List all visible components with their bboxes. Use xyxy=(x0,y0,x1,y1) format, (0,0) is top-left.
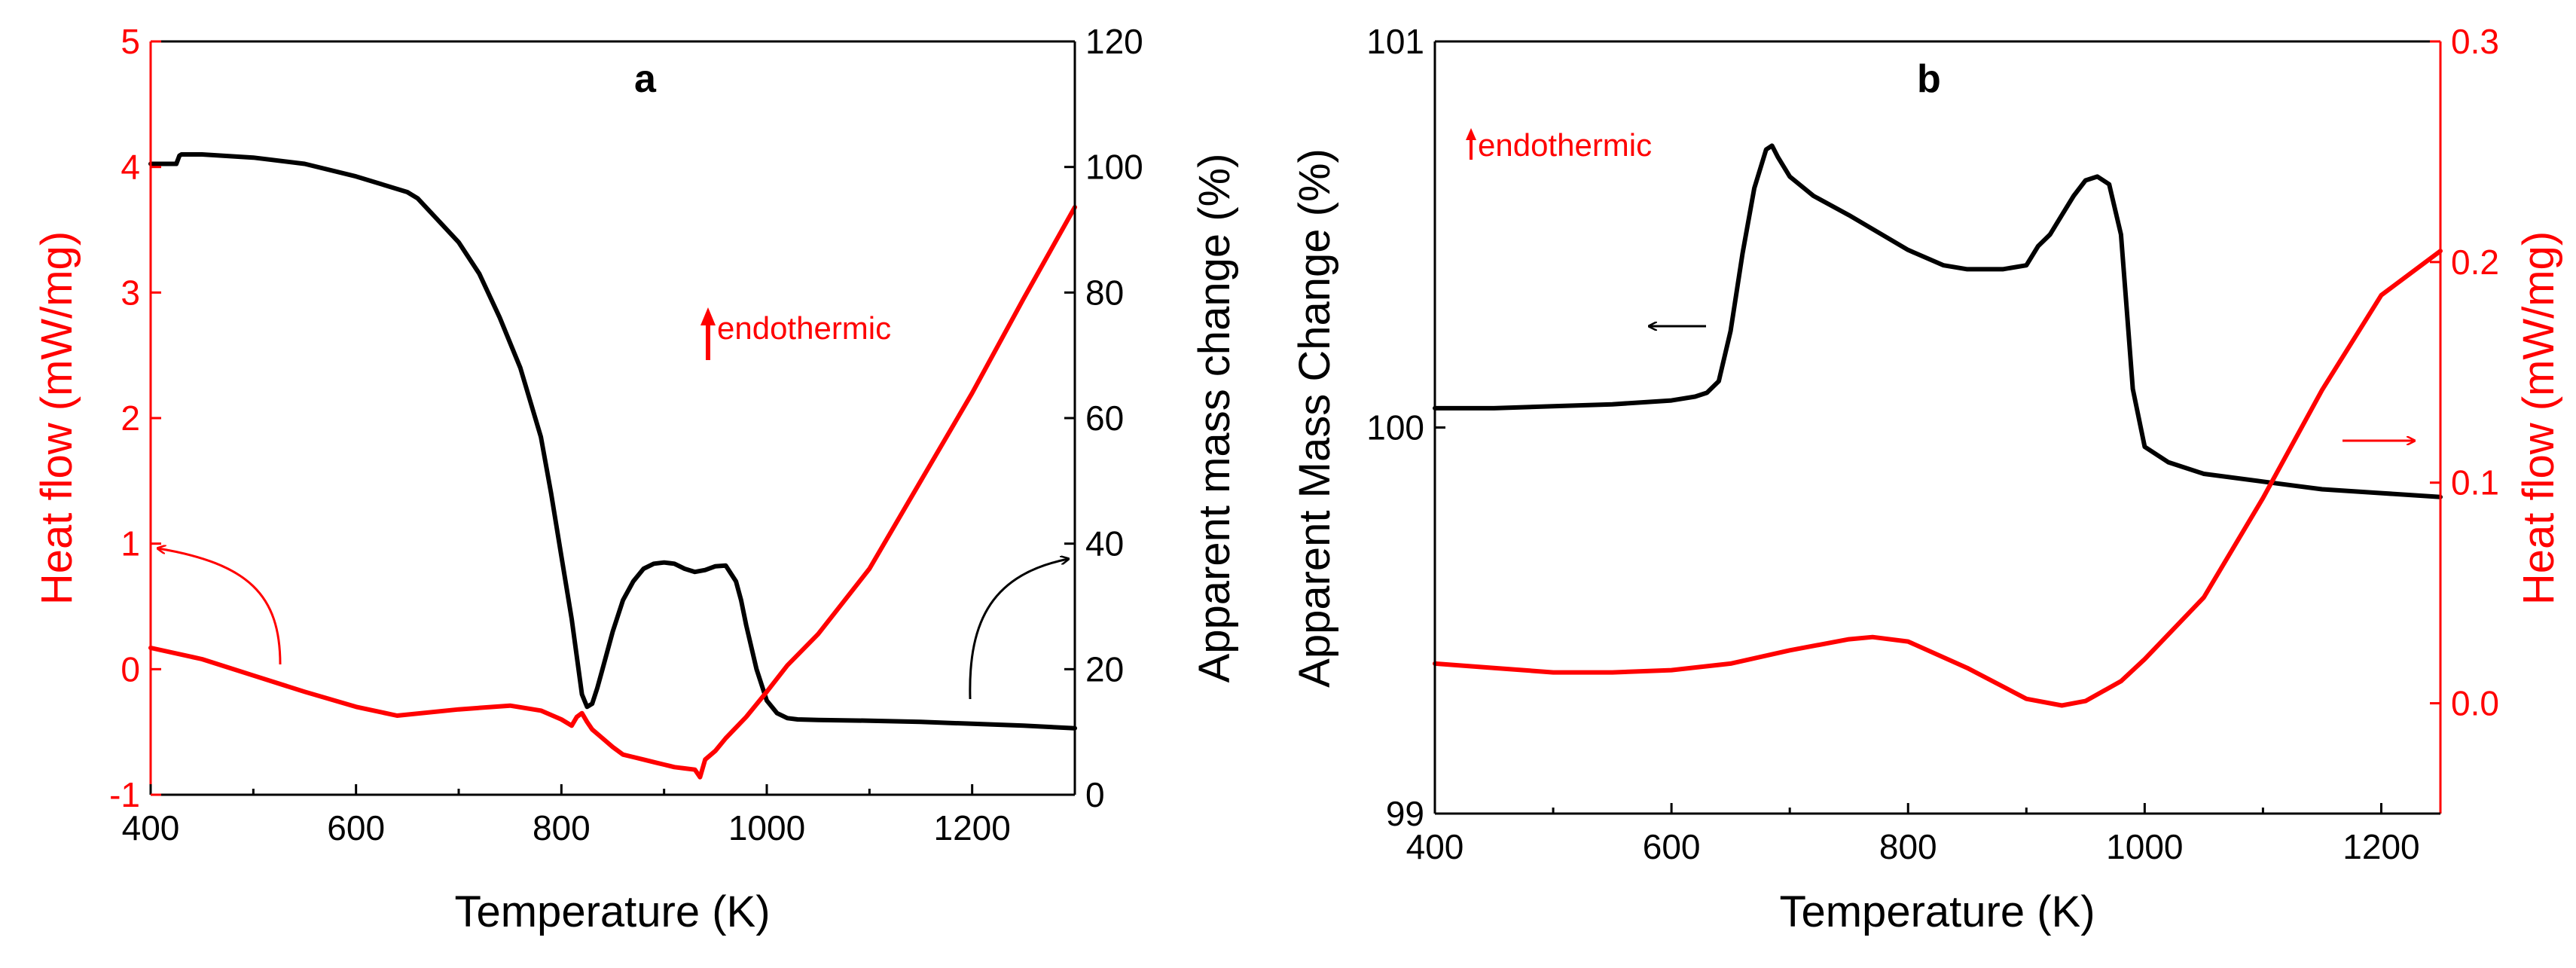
panel-a-series xyxy=(148,152,1077,780)
panel-a-y-left-tick-label: 4 xyxy=(121,148,140,187)
panel-a-heatflow-axis-arrow-icon xyxy=(158,548,282,665)
panel-b-y-left-tick-label: 99 xyxy=(1386,794,1424,833)
panel-a-x-axis-label: Temperature (K) xyxy=(454,887,770,936)
panel-b-label: b xyxy=(1917,57,1941,101)
panel-a-y-left-label: Heat flow (mW/mg) xyxy=(32,231,81,605)
panel-b-endothermic-label: endothermic xyxy=(1478,127,1652,163)
panel-a-y-right-tick-label: 80 xyxy=(1085,273,1124,312)
panel-b-y-left-tick-label: 101 xyxy=(1366,22,1424,61)
panel-b-y-right-tick-label: 0.0 xyxy=(2451,684,2499,723)
panel-a-y-left-tick-label: 1 xyxy=(121,524,140,563)
panel-b-x-tick-label: 600 xyxy=(1643,827,1701,866)
panel-a-y-right-tick-label: 100 xyxy=(1085,148,1143,187)
panel-b-series-heat-flow-line xyxy=(1433,249,2443,708)
panel-a-endothermic-label: endothermic xyxy=(717,310,891,346)
panel-a-mass-axis-arrow-icon xyxy=(969,559,1068,700)
panel-a-y-left-tick-label: 2 xyxy=(121,398,140,438)
panel-a-y-right-tick-label: 20 xyxy=(1085,649,1124,689)
panel-a-y-left-tick-label: 5 xyxy=(121,22,140,61)
panel-a: 400 600 800 1000 1200 -1 0 1 2 3 4 5 0 20 40 60 80 100 120… xyxy=(32,22,1239,936)
panel-b-series xyxy=(1433,143,2443,708)
panel-b-y-right-tick-label: 0.3 xyxy=(2451,22,2499,61)
panel-a-x-tick-label: 400 xyxy=(122,808,180,847)
panel-b-y-left-label: Apparent Mass Change (%) xyxy=(1290,148,1339,688)
panel-a-y-right-tick-label: 60 xyxy=(1085,398,1124,438)
panel-a-label: a xyxy=(634,57,657,101)
panel-b-x-tick-label: 400 xyxy=(1406,827,1464,866)
panel-a-y-right-tick-label: 120 xyxy=(1085,22,1143,61)
panel-a-endothermic-annotation: endothermic xyxy=(700,307,891,360)
panel-a-ticks: 400 600 800 1000 1200 -1 0 1 2 3 4 5 0 20 40 60 80 100 120 xyxy=(109,22,1143,847)
panel-a-y-left-tick-label: -1 xyxy=(109,775,140,814)
panel-b-x-axis-label: Temperature (K) xyxy=(1779,887,2095,936)
panel-a-series-mass-change-line xyxy=(148,152,1077,731)
panel-b-x-tick-label: 1000 xyxy=(2106,827,2183,866)
panel-a-y-right-label: Apparent mass change (%) xyxy=(1190,154,1239,683)
panel-b-x-tick-label: 1200 xyxy=(2343,827,2419,866)
panel-a-series-heat-flow-line xyxy=(148,205,1077,780)
panel-a-y-right-tick-label: 0 xyxy=(1085,775,1105,814)
panel-b-y-right-label: Heat flow (mW/mg) xyxy=(2514,231,2563,605)
panel-b-x-tick-label: 800 xyxy=(1879,827,1937,866)
panel-b-endothermic-arrow-icon xyxy=(1466,128,1476,160)
panel-b-ticks: 400 600 800 1000 1200 99 100 101 0.0 0.1 0.2 0.3 xyxy=(1366,22,2499,866)
panel-a-x-tick-label: 600 xyxy=(327,808,385,847)
panel-b-series-mass-change-line xyxy=(1433,143,2443,499)
panel-a-y-right-tick-label: 40 xyxy=(1085,524,1124,563)
panel-b-y-left-tick-label: 100 xyxy=(1366,408,1424,447)
panel-b-endothermic-annotation: endothermic xyxy=(1466,127,1652,163)
panel-a-x-tick-label: 1200 xyxy=(933,808,1010,847)
panel-a-x-tick-label: 800 xyxy=(533,808,591,847)
panel-a-x-tick-label: 1000 xyxy=(728,808,805,847)
panel-a-endothermic-arrow-icon xyxy=(700,307,716,360)
panel-a-y-left-tick-label: 0 xyxy=(121,649,140,689)
panel-b-y-right-tick-label: 0.1 xyxy=(2451,463,2499,502)
panel-b-y-right-tick-label: 0.2 xyxy=(2451,243,2499,282)
panel-a-y-left-tick-label: 3 xyxy=(121,273,140,312)
